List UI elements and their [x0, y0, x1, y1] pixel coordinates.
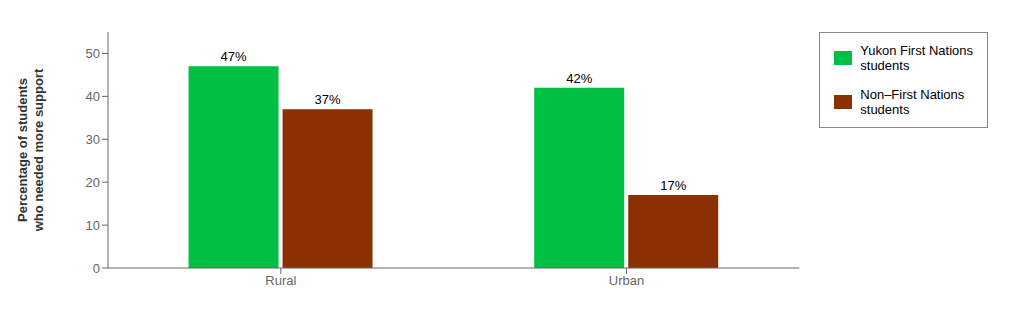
html-text:students: students — [860, 102, 910, 117]
svg-text:Urban: Urban — [609, 273, 644, 288]
svg-text:30: 30 — [86, 132, 100, 147]
html-text:students: students — [860, 58, 910, 73]
svg-text:17%: 17% — [660, 178, 686, 193]
svg-text:Rural: Rural — [265, 273, 296, 288]
svg-text:50: 50 — [86, 46, 100, 61]
svg-text:Percentage of studentswho need: Percentage of studentswho needed more su… — [15, 68, 46, 232]
svg-text:42%: 42% — [566, 71, 592, 86]
html-text:Yukon First Nations: Yukon First Nations — [860, 43, 973, 58]
svg-text:37%: 37% — [315, 92, 341, 107]
svg-text:40: 40 — [86, 89, 100, 104]
svg-text:47%: 47% — [221, 49, 247, 64]
svg-text:0: 0 — [93, 261, 100, 276]
svg-text:10: 10 — [86, 218, 100, 233]
html-text:Non–First Nations: Non–First Nations — [860, 87, 965, 102]
svg-text:20: 20 — [86, 175, 100, 190]
